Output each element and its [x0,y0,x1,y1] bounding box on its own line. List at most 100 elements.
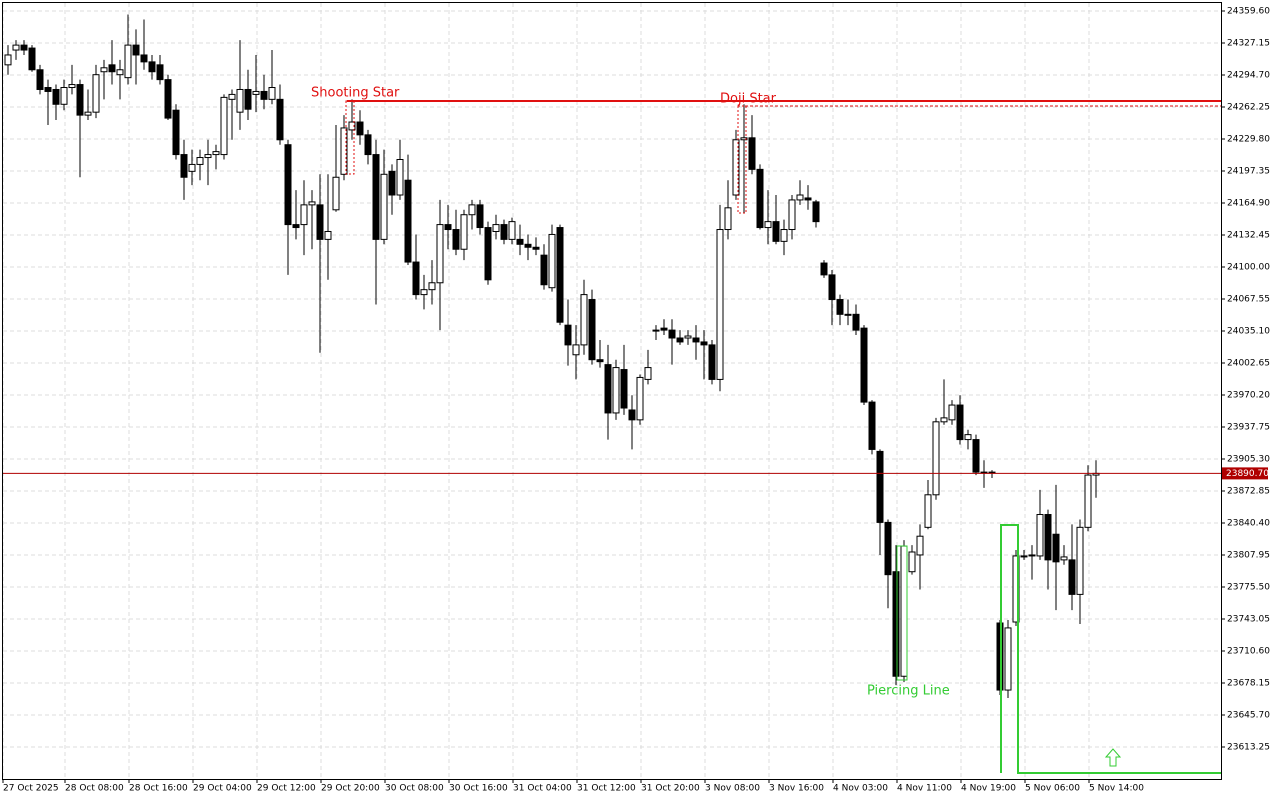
candle-body [468,204,476,216]
candle-body [644,367,652,380]
candle-body [92,74,100,113]
x-tick-label: 3 Nov 16:00 [769,784,824,794]
candle-body [60,87,68,105]
y-tick-label: 24359.60 [1227,6,1270,16]
candle-body [884,521,892,576]
candle-body [20,44,28,51]
candle-body [12,44,20,51]
y-tick-label: 24067.55 [1227,294,1270,304]
y-tick-label: 24294.70 [1227,70,1270,80]
candle-body [444,224,452,231]
candle-body [68,84,76,89]
candle-body [724,207,732,231]
candle-body [420,289,428,296]
y-tick-label: 24132.45 [1227,230,1270,240]
y-tick-label: 23807.95 [1227,550,1270,560]
candle-body [252,90,260,95]
candle-body [580,294,588,346]
x-tick-label: 27 Oct 2025 [3,784,59,794]
candle-body [428,282,436,291]
candle-body [716,229,724,380]
y-tick-label: 23645.70 [1227,710,1270,720]
candle-body [1004,627,1012,691]
candle-body [132,44,140,56]
candle-body [492,224,500,232]
candle-body [692,337,700,343]
candle-body [908,551,916,573]
candle-body [436,224,444,284]
y-tick-label: 24100.00 [1227,262,1270,272]
annotation: Shooting Star [311,86,400,101]
candle-body [820,262,828,276]
y-tick-label: 24197.35 [1227,166,1270,176]
candle-body [956,404,964,441]
candle-body [244,88,252,110]
y-tick-label: 24262.25 [1227,102,1270,112]
y-tick-label: 23710.60 [1227,646,1270,656]
candle-body [852,313,860,331]
candle-body [28,47,36,71]
candle-body [476,204,484,229]
y-tick-label: 23872.85 [1227,486,1270,496]
candle-body [340,127,348,175]
candle-body [836,299,844,315]
candle-body [348,121,356,131]
candle-body [1068,559,1076,595]
candle-body [684,335,692,339]
y-tick-label: 23775.50 [1227,582,1270,592]
candle-body [196,157,204,165]
y-tick-label: 24002.65 [1227,358,1270,368]
candle-body [124,44,132,79]
candle-body [220,96,228,156]
candle-body [516,238,524,245]
candle-body [76,84,84,116]
x-tick-label: 4 Nov 03:00 [833,784,888,794]
y-tick-label: 23840.40 [1227,518,1270,528]
candle-body [740,137,748,141]
candles [4,14,1100,698]
x-tick-label: 31 Oct 12:00 [577,784,636,794]
candle-body [572,344,580,356]
candle-body [284,144,292,226]
annotation: Piercing Line [867,684,950,699]
candle-body [380,173,388,240]
y-tick-label: 23970.20 [1227,390,1270,400]
x-tick-label: 29 Oct 04:00 [193,784,252,794]
buy-arrow [1104,748,1122,767]
y-tick-label: 23678.15 [1227,678,1270,688]
candle-body [604,364,612,414]
candle-body [676,337,684,343]
candle-body [876,450,884,523]
x-tick-label: 28 Oct 08:00 [65,784,124,794]
candle-body [172,109,180,156]
candle-body [100,67,108,73]
candle-body [308,201,316,206]
candle-body [532,246,540,250]
candle-body [612,367,620,414]
candle-body [620,369,628,409]
y-tick-label: 23743.05 [1227,614,1270,624]
axes: 24359.60 24327.15 24294.70 24262.25 24229.80… [2,6,1270,794]
candle-body [596,359,604,363]
current-price-badge [1222,467,1268,480]
candle-body [204,154,212,159]
candle-body [1076,526,1084,595]
x-tick-label: 3 Nov 08:00 [705,784,760,794]
candle-body [300,204,308,226]
candle-body [140,54,148,63]
candle-body [396,159,404,196]
candle-body [780,229,788,242]
x-tick-label: 4 Nov 11:00 [897,784,952,794]
candle-body [900,545,908,677]
candle-body [1028,554,1036,557]
candle-body [812,201,820,223]
candle-body [1044,514,1052,561]
candle-body [804,197,812,201]
candle-body [708,344,716,380]
y-tick-label: 23937.75 [1227,422,1270,432]
candle-body [1060,556,1068,561]
candle-body [404,179,412,263]
candle-body [1084,474,1092,528]
candle-body [4,54,12,66]
